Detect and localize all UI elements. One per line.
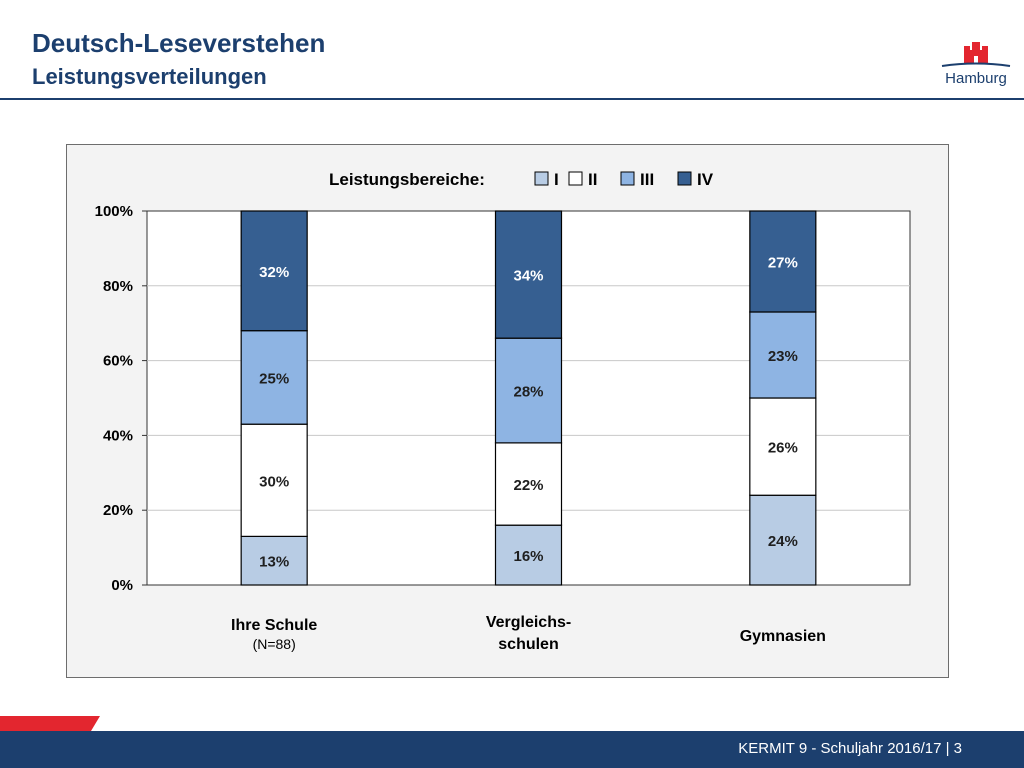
hamburg-logo: Hamburg xyxy=(936,40,1016,92)
bar-value-label: 13% xyxy=(259,554,289,571)
bar-value-label: 34% xyxy=(513,268,543,285)
y-tick-label: 100% xyxy=(95,203,133,220)
category-label: Gymnasien xyxy=(740,628,826,645)
logo-text: Hamburg xyxy=(945,70,1007,87)
castle-icon xyxy=(941,42,1011,67)
bar-segment xyxy=(240,330,308,425)
bar-value-label: 23% xyxy=(768,348,798,365)
chart-panel: 0% 20% 40% 60% 80% 100% 13% 30% 25% 32% Ihre Schul… xyxy=(66,144,949,678)
legend-label: IV xyxy=(697,170,714,189)
legend-title: Leistungsbereiche: xyxy=(329,170,485,189)
bar-segment xyxy=(240,535,308,586)
legend-swatch xyxy=(534,171,549,186)
bar-segment xyxy=(749,397,817,496)
legend-label: I xyxy=(554,170,559,189)
bar-segment xyxy=(240,423,308,537)
bar-segment xyxy=(749,494,817,586)
bar-value-label: 25% xyxy=(259,370,289,387)
bar-segment xyxy=(749,210,817,313)
y-tick-label: 0% xyxy=(111,577,133,594)
legend-swatch xyxy=(568,171,583,186)
legend-label: III xyxy=(640,170,654,189)
y-tick-label: 60% xyxy=(103,353,133,370)
y-tick-label: 80% xyxy=(103,278,133,295)
legend-label: II xyxy=(588,170,597,189)
category-label: schulen xyxy=(498,636,558,653)
stacked-bar-chart: 0% 20% 40% 60% 80% 100% 13% 30% 25% 32% Ihre Schul… xyxy=(95,170,911,653)
footer-text: KERMIT 9 - Schuljahr 2016/17 | 3 xyxy=(738,740,962,757)
category-label: Ihre Schule xyxy=(231,617,317,634)
bar-value-label: 26% xyxy=(768,440,798,457)
bar-value-label: 22% xyxy=(513,477,543,494)
bar-segment xyxy=(240,210,308,332)
category-sublabel: (N=88) xyxy=(253,636,296,652)
bar-segment xyxy=(494,210,563,339)
bar-value-label: 27% xyxy=(768,254,798,271)
page-title: Deutsch-Leseverstehen xyxy=(32,28,326,58)
bar-value-label: 32% xyxy=(259,264,289,281)
bar-segment xyxy=(494,442,563,526)
y-tick-label: 40% xyxy=(103,427,133,444)
y-tick-label: 20% xyxy=(103,502,133,519)
legend-swatch xyxy=(677,171,692,186)
header-divider xyxy=(0,98,1024,100)
bar-value-label: 16% xyxy=(513,548,543,565)
bar-segment xyxy=(749,311,817,399)
page-subtitle: Leistungsverteilungen xyxy=(32,64,267,89)
bar-value-label: 30% xyxy=(259,473,289,490)
bar-value-label: 24% xyxy=(768,533,798,550)
legend-swatch xyxy=(620,171,635,186)
bar-segment xyxy=(494,524,563,586)
bar-value-label: 28% xyxy=(513,384,543,401)
category-label: Vergleichs- xyxy=(486,614,571,631)
footer-bar xyxy=(0,731,1024,768)
